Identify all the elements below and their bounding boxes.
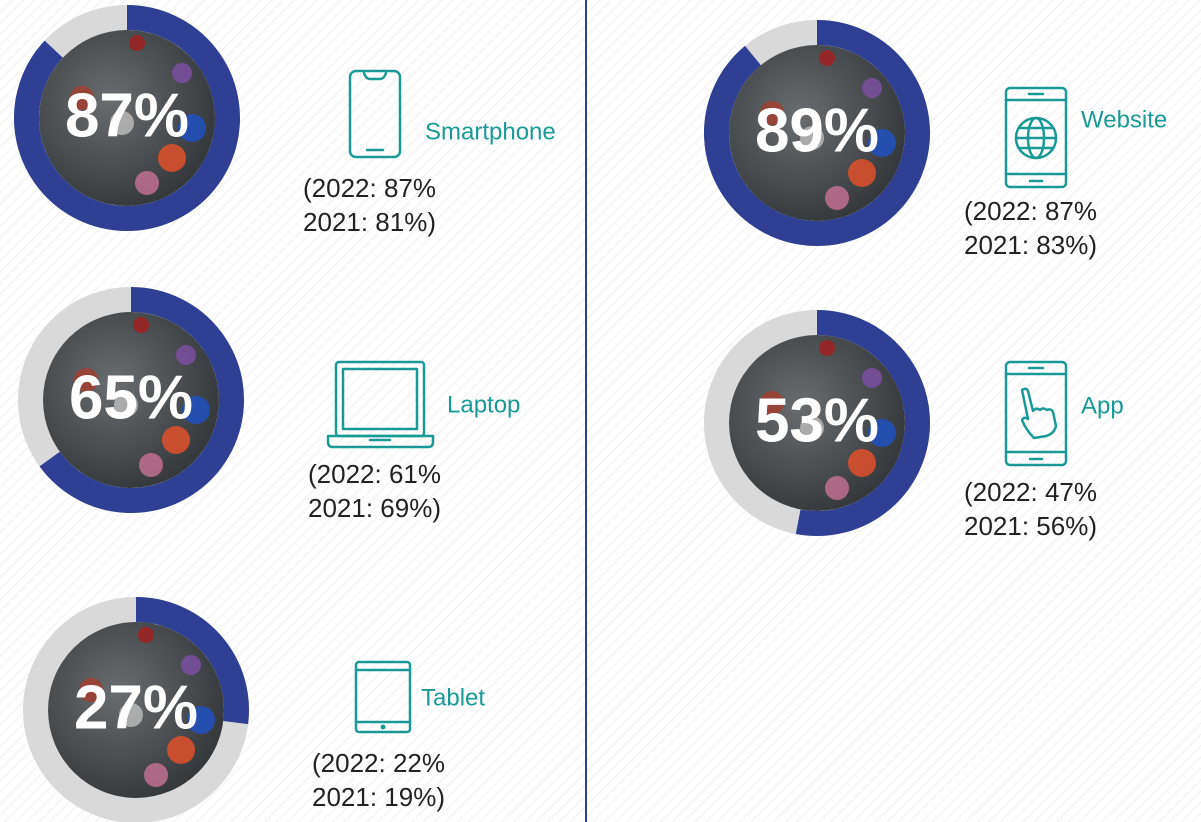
photo-dice [825,476,849,500]
donut-arc [14,5,240,231]
device-label: Tablet [421,684,485,711]
comparison-note: (2022: 47% [964,477,1097,507]
donut-arc [135,597,249,725]
device-label: App [1081,392,1124,419]
comparison-note: (2022: 22% [312,748,445,778]
donut: 65% Laptop (2022: 61% 2021: 69%) [18,287,520,523]
comparison-note: 2021: 56%) [964,511,1097,541]
percent-label: 87% [65,81,189,150]
photo-dice [182,396,210,424]
comparison-note: (2022: 61% [308,459,441,489]
device-label: Website [1081,106,1167,133]
photo-dice [110,111,134,135]
photo-dice [800,416,824,440]
percent-label: 27% [74,673,198,742]
comparison-note: (2022: 87% [964,196,1097,226]
donut: 89% Website (2022: 87% 2021: 83%) [704,20,1167,260]
photo-dice [181,655,201,675]
donut-arc [39,287,244,513]
photo-dice [172,63,192,83]
photo-dice [819,50,835,66]
photo-dice [70,86,94,110]
photo-dice [848,449,876,477]
photo-dice [862,78,882,98]
photo-dice [135,171,159,195]
photo-dice [158,144,186,172]
percent-label: 53% [755,386,879,455]
comparison-note: 2021: 69%) [308,493,441,523]
donut: 27% Tablet (2022: 22% 2021: 19%) [23,597,485,822]
photo-dice [178,114,206,142]
photo-dice [139,453,163,477]
percent-label: 89% [755,96,879,165]
comparison-note: (2022: 87% [303,173,436,203]
photo-dice [176,345,196,365]
donut-arc [704,20,930,246]
app-icon [1004,360,1068,467]
comparison-note: 2021: 81%) [303,207,436,237]
photo-dice [133,317,149,333]
photo-dice [862,368,882,388]
percent-label: 65% [69,363,193,432]
smartphone-icon [348,69,402,159]
donut: 53% App (2022: 47% 2021: 56%) [704,310,1124,541]
device-label: Smartphone [425,118,556,145]
photo-dice [74,368,98,392]
donut: 87% Smartphone (2022: 87% 2021: 81%) [14,5,556,237]
photo-dice [114,393,138,417]
tablet-icon [354,660,412,734]
comparison-note: 2021: 19%) [312,782,445,812]
photo-dice [868,129,896,157]
photo-dice [825,186,849,210]
photo-dice [800,126,824,150]
photo-dice [760,391,784,415]
photo-dice [819,340,835,356]
photo-dice [167,736,195,764]
donut-arc [795,310,930,536]
device-label: Laptop [447,391,520,418]
photo-dice [868,419,896,447]
comparison-note: 2021: 83%) [964,230,1097,260]
photo-dice [79,678,103,702]
photo-dice [760,101,784,125]
photo-dice [119,703,143,727]
website-icon [1004,86,1068,189]
photo-dice [144,763,168,787]
photo-dice [162,426,190,454]
laptop-icon [326,360,435,449]
photo-dice [129,35,145,51]
photo-dice [187,706,215,734]
photo-dice [138,627,154,643]
photo-dice [848,159,876,187]
